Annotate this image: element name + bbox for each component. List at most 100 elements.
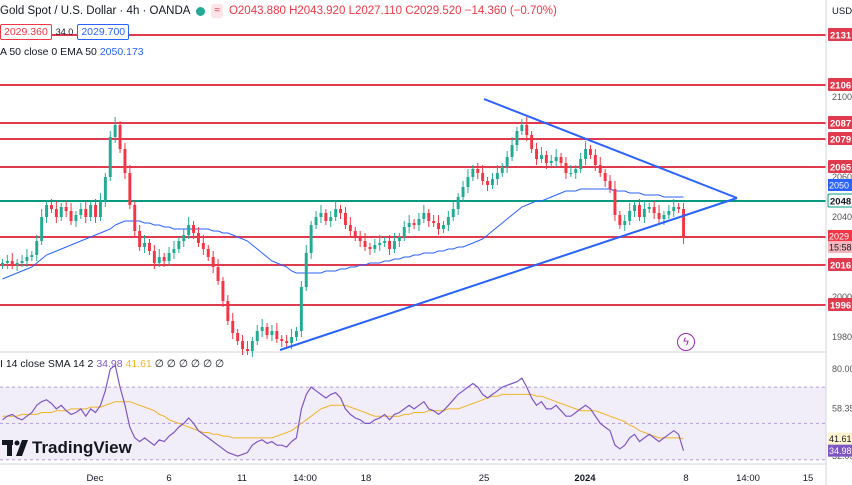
sell-button[interactable]: 2029.360 (0, 24, 52, 40)
candle-body (162, 257, 166, 261)
candle-body (250, 341, 254, 351)
candle-body (74, 215, 78, 221)
candle-body (486, 181, 490, 185)
candle-body (226, 301, 230, 321)
candle-body (476, 169, 480, 173)
candle-body (633, 205, 637, 211)
candle-body (623, 221, 627, 225)
candle-body (539, 155, 543, 159)
candle-body (147, 243, 151, 251)
tradingview-logo[interactable]: TradingView (2, 438, 132, 458)
candle-body (500, 167, 504, 173)
candle-body (598, 165, 602, 173)
candle-body (35, 241, 39, 255)
candle-body (245, 349, 249, 351)
candle-body (358, 237, 362, 241)
candle-body (241, 341, 245, 349)
candle-body (20, 261, 24, 263)
candle-body (69, 211, 73, 221)
candle-body (94, 205, 98, 217)
candle-body (373, 245, 377, 249)
candle-body (182, 235, 186, 241)
level-tag-label: 2016 (830, 261, 851, 272)
candle-body (657, 213, 661, 219)
buy-button[interactable]: 2029.700 (77, 24, 130, 40)
level-tag-label: 2131 (830, 31, 852, 42)
triangle-upper-trendline (483, 98, 738, 199)
candle-body (265, 327, 269, 335)
candle-body (108, 137, 112, 177)
ema-legend[interactable]: A 50 close 0 EMA 50 2050.173 (0, 46, 144, 58)
candle-body (392, 241, 396, 249)
axis-badge-label: 2029 (829, 232, 849, 242)
ohlc-values: O2043.880 H2043.920 L2027.110 C2029.520 … (229, 5, 557, 17)
candle-body (456, 197, 460, 209)
level-tag-label: 2048 (830, 197, 851, 208)
candle-body (510, 145, 514, 157)
candle-body (525, 125, 529, 135)
y-tick-label: 2000 (832, 292, 852, 302)
candle-body (15, 263, 19, 265)
rsi-band (0, 387, 826, 460)
candle-body (118, 125, 122, 149)
candle-body (402, 227, 406, 237)
lightning-icon[interactable]: ϟ (677, 333, 695, 351)
close-value: C2029.520 (405, 5, 462, 17)
level-tag-2079 (828, 132, 852, 145)
trade-buttons: 2029.360 34.0 2029.700 (0, 24, 130, 40)
candle-body (143, 243, 147, 247)
rsi-tick-label: 58.35 (832, 403, 852, 413)
candle-body (520, 125, 524, 131)
candle-body (329, 217, 333, 221)
spread-value: 34.0 (55, 27, 74, 37)
candle-body (593, 155, 597, 165)
rsi-sma-line (2, 393, 684, 440)
candle-body (40, 217, 44, 241)
symbol-title[interactable]: Gold Spot / U.S. Dollar · 4h · OANDA (0, 5, 191, 17)
candle-body (89, 205, 93, 217)
rsi-line (2, 364, 685, 457)
candle-body (637, 205, 641, 217)
change-value: −14.360 (−0.70%) (464, 5, 557, 17)
candle-body (216, 267, 220, 281)
rsi-badge-sma (828, 432, 852, 445)
candle-body (314, 217, 318, 225)
candle-body (30, 255, 34, 257)
candle-body (152, 251, 156, 263)
wave-icon[interactable]: ≈ (211, 4, 223, 18)
rsi-legend[interactable]: I 14 close SMA 14 2 34.98 41.61 ∅ ∅ ∅ ∅ … (0, 358, 224, 370)
ema-label: A 50 close 0 EMA 50 (0, 46, 97, 58)
candle-body (167, 253, 171, 261)
candle-body (103, 177, 107, 201)
low-value: L2027.110 (348, 5, 403, 17)
candle-body (201, 243, 205, 249)
candle-body (299, 287, 303, 331)
candle-body (59, 207, 63, 217)
candle-body (544, 155, 548, 163)
candle-body (515, 131, 519, 145)
candle-body (490, 179, 494, 185)
candle-body (290, 337, 294, 343)
candle-body (432, 221, 436, 223)
candle-body (192, 225, 196, 233)
y-tick-label: 2040 (832, 212, 852, 222)
candle-body (270, 331, 274, 335)
x-tick-label: 8 (683, 473, 688, 484)
level-tag-label: 2079 (830, 135, 851, 146)
market-status-icon (196, 6, 206, 16)
candle-body (206, 249, 210, 257)
level-tag-label: 2087 (830, 119, 851, 130)
y-tick-label: 2060 (832, 172, 852, 182)
candle-body (378, 243, 382, 245)
candle-body (157, 257, 161, 263)
candle-body (64, 207, 68, 211)
candle-body (495, 173, 499, 179)
candle-body (285, 341, 289, 343)
candle-body (260, 327, 264, 331)
candle-body (412, 223, 416, 225)
rsi-label: I 14 close SMA 14 2 (0, 358, 94, 370)
candle-body (437, 223, 441, 229)
candle-body (319, 213, 323, 217)
candle-body (368, 247, 372, 249)
